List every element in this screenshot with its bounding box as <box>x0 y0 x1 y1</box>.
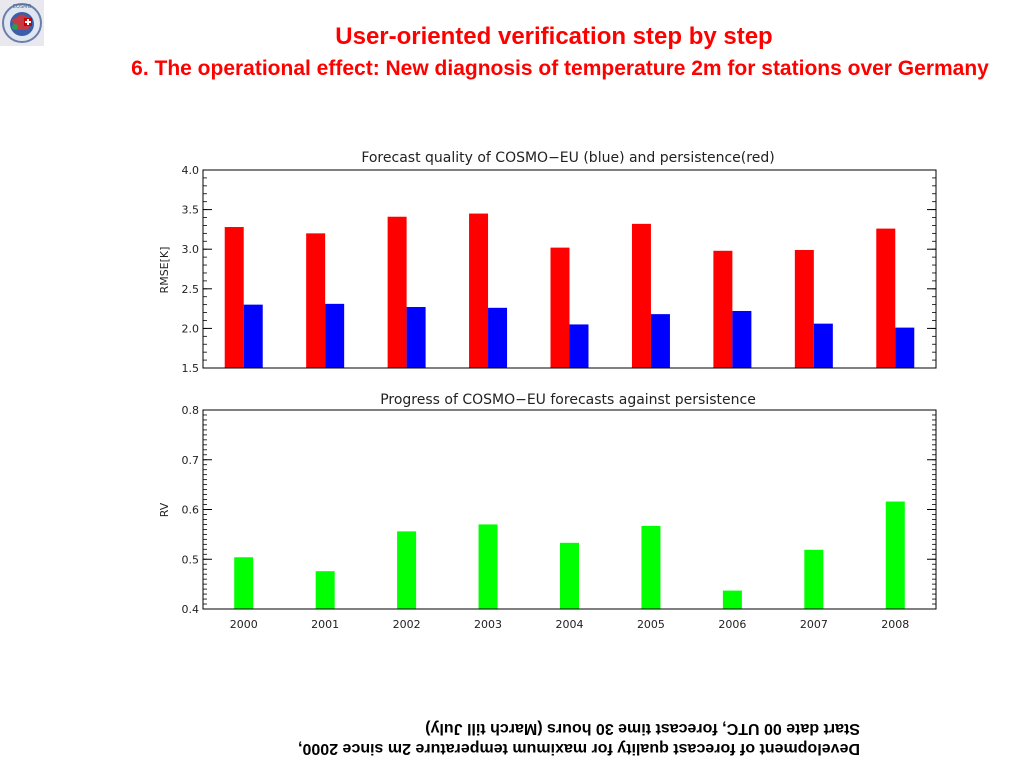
bar-2008-s0 <box>885 501 905 609</box>
bar-2006-s0 <box>713 250 733 368</box>
bar-2008-s1 <box>895 327 915 368</box>
bar-2007-s1 <box>813 323 833 368</box>
bar-2003-s0 <box>469 213 489 368</box>
rmse-chart: Forecast quality of COSMO−EU (blue) and … <box>158 150 937 375</box>
bar-2008-s0 <box>876 228 896 368</box>
rmse-chart-ylabel: RMSE[K] <box>158 247 171 294</box>
y-tick-label: 0.5 <box>182 553 200 566</box>
bar-2001-s0 <box>315 571 335 609</box>
x-tick-label: 2006 <box>718 618 746 631</box>
y-tick-label: 0.6 <box>182 504 200 517</box>
y-tick-label: 2.0 <box>182 322 200 335</box>
rv-chart-title: Progress of COSMO−EU forecasts against p… <box>380 392 756 408</box>
title-block: User-oriented verification step by step … <box>90 22 1024 84</box>
rv-chart: Progress of COSMO−EU forecasts against p… <box>158 392 937 631</box>
figure-caption: Development of forecast quality for maxi… <box>240 718 860 758</box>
x-tick-label: 2002 <box>393 618 421 631</box>
x-tick-label: 2004 <box>556 618 584 631</box>
bar-2004-s1 <box>569 324 589 368</box>
bar-2003-s1 <box>488 307 508 368</box>
y-tick-label: 0.4 <box>182 603 200 616</box>
bar-2007-s0 <box>804 549 824 609</box>
rmse-chart-title: Forecast quality of COSMO−EU (blue) and … <box>361 150 774 166</box>
y-tick-label: 0.8 <box>182 404 200 417</box>
y-tick-label: 4.0 <box>182 164 200 177</box>
bar-2004-s0 <box>560 542 579 609</box>
bar-2006-s0 <box>722 590 742 609</box>
y-tick-label: 1.5 <box>182 362 200 375</box>
bar-2002-s1 <box>406 307 426 368</box>
bar-2005-s0 <box>641 525 661 609</box>
y-tick-label: 0.7 <box>182 454 200 467</box>
x-tick-label: 2003 <box>474 618 502 631</box>
bar-2000-s0 <box>234 557 254 609</box>
x-tick-label: 2007 <box>800 618 828 631</box>
x-tick-label: 2005 <box>637 618 665 631</box>
bar-2000-s0 <box>224 227 244 368</box>
caption-line-2: Start date 00 UTC, forecast time 30 hour… <box>425 720 860 737</box>
bar-2001-s1 <box>325 303 345 368</box>
y-tick-label: 2.5 <box>182 283 200 296</box>
bar-2000-s1 <box>243 304 263 368</box>
bar-2005-s1 <box>650 314 670 368</box>
y-tick-label: 3.5 <box>182 204 200 217</box>
page-title: User-oriented verification step by step <box>335 23 773 50</box>
bar-2003-s0 <box>478 524 498 609</box>
x-tick-label: 2008 <box>881 618 909 631</box>
svg-text:COSMO: COSMO <box>13 4 32 10</box>
x-tick-label: 2001 <box>311 618 339 631</box>
plot-frame <box>202 169 937 369</box>
bar-2007-s0 <box>794 249 814 368</box>
bar-2006-s1 <box>732 310 752 368</box>
rv-chart-ylabel: RV <box>158 502 171 517</box>
page-subtitle: 6. The operational effect: New diagnosis… <box>131 57 989 80</box>
x-tick-label: 2000 <box>230 618 258 631</box>
caption-line-1: Development of forecast quality for maxi… <box>298 740 860 757</box>
bar-2002-s0 <box>397 531 417 609</box>
bar-2005-s0 <box>631 223 651 368</box>
bar-2004-s0 <box>550 247 570 368</box>
bar-2001-s0 <box>306 233 326 368</box>
y-tick-label: 3.0 <box>182 243 200 256</box>
cosmo-logo-icon: COSMO <box>0 0 44 46</box>
bar-2002-s0 <box>387 216 407 368</box>
